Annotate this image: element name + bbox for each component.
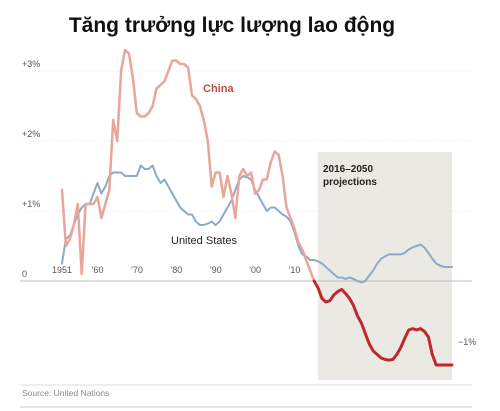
x-tick-label-5: ’00 <box>249 265 261 275</box>
x-tick-label-3: ’80 <box>170 265 182 275</box>
x-tick-label-1: ’60 <box>91 265 103 275</box>
series-line-china-historical <box>60 48 316 283</box>
series-label-china: China <box>203 83 234 95</box>
series-label-united-states: United States <box>171 235 238 247</box>
y-tick-label-2: +1% <box>22 199 40 209</box>
x-tick-label-6: ’10 <box>288 265 300 275</box>
x-tick-label-2: ’70 <box>131 265 143 275</box>
x-axis-tick-labels: 1951 ’60 ’70 ’80 ’90 ’00 ’10 <box>52 265 300 275</box>
series-line-china-projection <box>312 279 454 367</box>
y-right-label-minus-1: −1% <box>458 337 476 347</box>
gridlines <box>20 70 472 282</box>
x-tick-label-4: ’90 <box>210 265 222 275</box>
x-tick-label-0: 1951 <box>52 265 72 275</box>
y-axis-tick-labels: +3% +2% +1% 0 <box>22 59 40 279</box>
source-note: Source: United Nations <box>22 388 109 398</box>
y-tick-label-0: +3% <box>22 59 40 69</box>
y-tick-label-3: 0 <box>22 269 27 279</box>
projection-label-line2: projections <box>323 177 377 188</box>
series-line-united-states <box>61 164 453 284</box>
projection-label-line1: 2016–2050 <box>323 164 373 175</box>
y-tick-label-1: +2% <box>22 129 40 139</box>
chart-title: Tăng trưởng lực lượng lao động <box>69 14 395 37</box>
